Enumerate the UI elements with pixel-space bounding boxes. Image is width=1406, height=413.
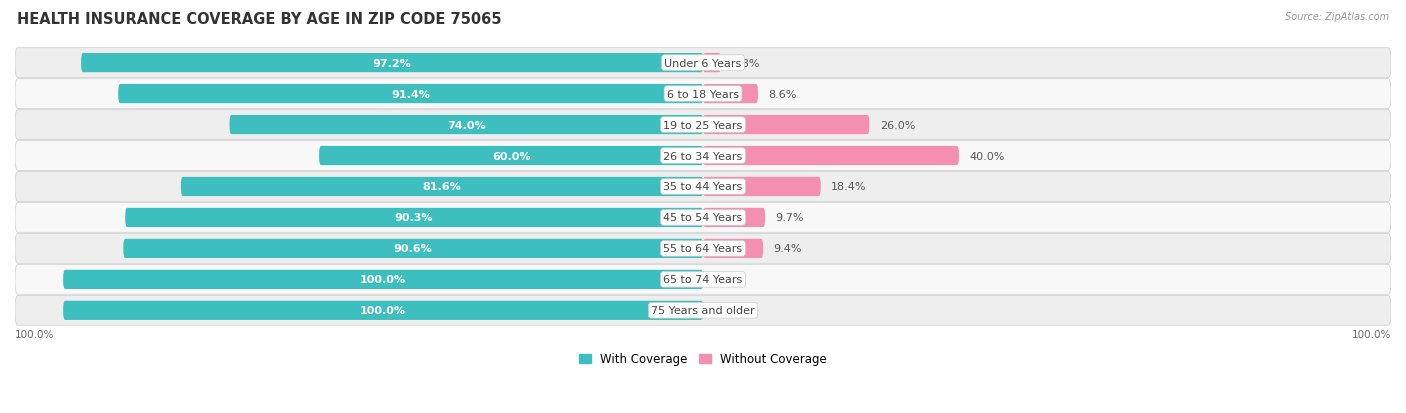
Text: HEALTH INSURANCE COVERAGE BY AGE IN ZIP CODE 75065: HEALTH INSURANCE COVERAGE BY AGE IN ZIP … <box>17 12 502 27</box>
FancyBboxPatch shape <box>63 270 703 289</box>
Text: 6 to 18 Years: 6 to 18 Years <box>666 89 740 100</box>
FancyBboxPatch shape <box>63 301 703 320</box>
FancyBboxPatch shape <box>15 80 1391 109</box>
FancyBboxPatch shape <box>15 296 1391 325</box>
Text: 90.6%: 90.6% <box>394 244 433 254</box>
Text: 100.0%: 100.0% <box>1351 329 1391 339</box>
FancyBboxPatch shape <box>124 239 703 259</box>
Text: 75 Years and older: 75 Years and older <box>651 306 755 316</box>
Text: Source: ZipAtlas.com: Source: ZipAtlas.com <box>1285 12 1389 22</box>
Text: 100.0%: 100.0% <box>15 329 55 339</box>
Text: 9.4%: 9.4% <box>773 244 801 254</box>
Text: 40.0%: 40.0% <box>969 151 1005 161</box>
FancyBboxPatch shape <box>118 85 703 104</box>
Text: 0.0%: 0.0% <box>713 275 741 285</box>
Text: 81.6%: 81.6% <box>423 182 461 192</box>
Text: 2.8%: 2.8% <box>731 59 759 69</box>
Text: 18.4%: 18.4% <box>831 182 866 192</box>
FancyBboxPatch shape <box>703 208 765 228</box>
Text: 55 to 64 Years: 55 to 64 Years <box>664 244 742 254</box>
FancyBboxPatch shape <box>15 234 1391 263</box>
FancyBboxPatch shape <box>703 54 721 73</box>
Text: 0.0%: 0.0% <box>713 306 741 316</box>
Text: 35 to 44 Years: 35 to 44 Years <box>664 182 742 192</box>
Text: 74.0%: 74.0% <box>447 120 485 130</box>
FancyBboxPatch shape <box>15 110 1391 140</box>
Text: 60.0%: 60.0% <box>492 151 530 161</box>
FancyBboxPatch shape <box>15 265 1391 294</box>
Text: Under 6 Years: Under 6 Years <box>665 59 741 69</box>
FancyBboxPatch shape <box>703 239 763 259</box>
Text: 91.4%: 91.4% <box>391 89 430 100</box>
Text: 45 to 54 Years: 45 to 54 Years <box>664 213 742 223</box>
FancyBboxPatch shape <box>703 178 821 197</box>
FancyBboxPatch shape <box>125 208 703 228</box>
Text: 26 to 34 Years: 26 to 34 Years <box>664 151 742 161</box>
FancyBboxPatch shape <box>703 147 959 166</box>
FancyBboxPatch shape <box>82 54 703 73</box>
Text: 26.0%: 26.0% <box>880 120 915 130</box>
FancyBboxPatch shape <box>15 141 1391 171</box>
FancyBboxPatch shape <box>15 203 1391 233</box>
FancyBboxPatch shape <box>15 172 1391 202</box>
FancyBboxPatch shape <box>15 49 1391 78</box>
FancyBboxPatch shape <box>181 178 703 197</box>
FancyBboxPatch shape <box>319 147 703 166</box>
Legend: With Coverage, Without Coverage: With Coverage, Without Coverage <box>574 348 832 370</box>
Text: 97.2%: 97.2% <box>373 59 412 69</box>
Text: 9.7%: 9.7% <box>775 213 804 223</box>
Text: 100.0%: 100.0% <box>360 306 406 316</box>
Text: 90.3%: 90.3% <box>395 213 433 223</box>
FancyBboxPatch shape <box>229 116 703 135</box>
Text: 100.0%: 100.0% <box>360 275 406 285</box>
Text: 19 to 25 Years: 19 to 25 Years <box>664 120 742 130</box>
Text: 8.6%: 8.6% <box>768 89 797 100</box>
Text: 65 to 74 Years: 65 to 74 Years <box>664 275 742 285</box>
FancyBboxPatch shape <box>703 85 758 104</box>
FancyBboxPatch shape <box>703 116 869 135</box>
